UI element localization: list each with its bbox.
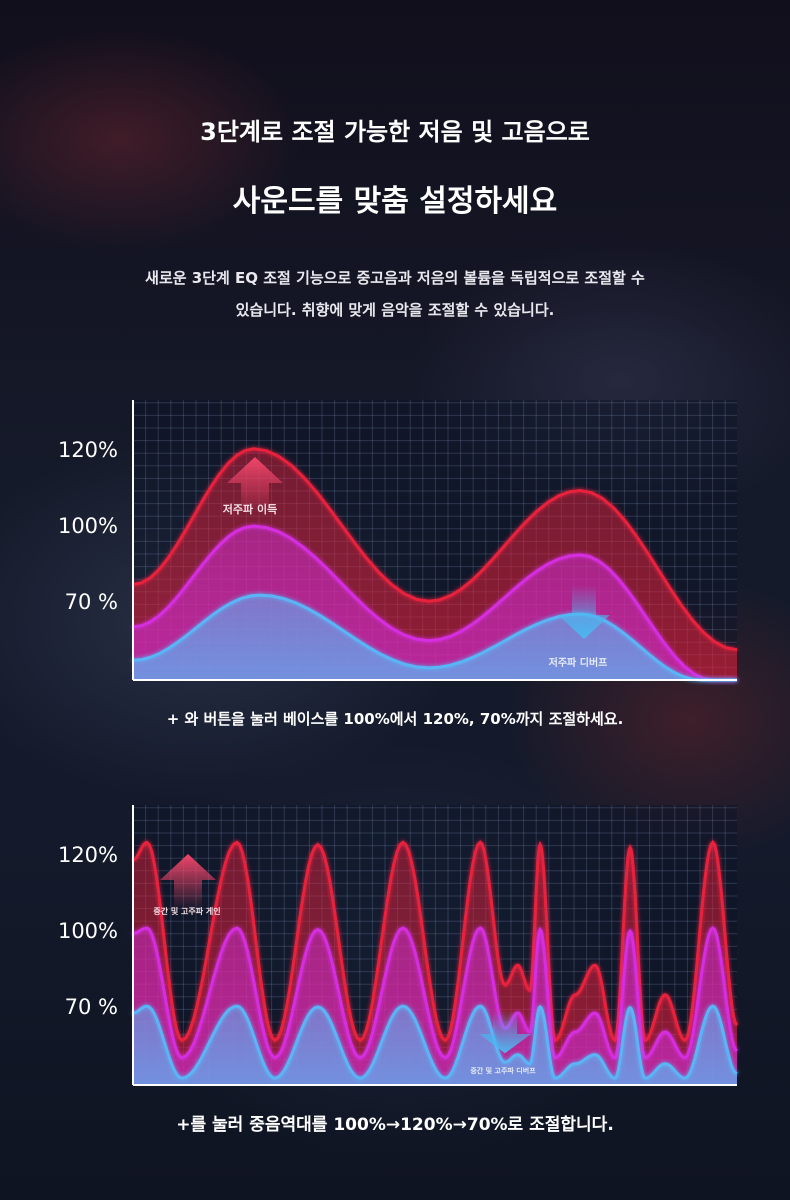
gain-label: 중간 및 고주파 게인 [153,906,220,916]
cut-label: 중간 및 고주파 디버프 [470,1066,536,1075]
cut-arrow-icon [479,1010,531,1054]
series-line-120% [132,447,738,652]
y-tick-label: 120% [57,843,118,867]
y-tick-label: 100% [57,514,118,538]
cut-label: 저주파 디버프 [549,656,608,669]
y-tick-label: 100% [57,919,118,943]
y-tick-label: 70 % [64,590,118,614]
description-line2: 있습니다. 취향에 맞게 음악을 조절할 수 있습니다. [235,301,555,319]
series-area-70% [133,1006,737,1085]
series-line-70% [132,1004,738,1080]
bass-caption: + 와 버튼을 눌러 베이스를 100%에서 120%, 70%까지 조절하세요… [166,710,624,728]
cut-arrow-icon [558,585,610,639]
description-line1: 새로운 3단계 EQ 조절 기능으로 중고음과 저음의 볼륨을 독립적으로 조절… [145,269,645,287]
headline-line1: 3단계로 조절 가능한 저음 및 고음으로 [200,118,590,146]
gain-arrow-icon [160,854,216,910]
mid-treble-caption: +를 눌러 중음역대를 100%→120%→70%로 조절합니다. [176,1115,614,1135]
y-tick-label: 120% [57,438,118,462]
description: 새로운 3단계 EQ 조절 기능으로 중고음과 저음의 볼륨을 독립적으로 조절… [0,262,790,326]
y-tick-label: 70 % [64,995,118,1019]
series-line-120% [132,839,739,1043]
series-line-100% [132,926,738,1060]
headline-line2: 사운드를 맞춤 설정하세요 [232,184,558,219]
gain-arrow-icon [227,457,283,513]
gain-label: 저주파 이득 [223,502,277,516]
